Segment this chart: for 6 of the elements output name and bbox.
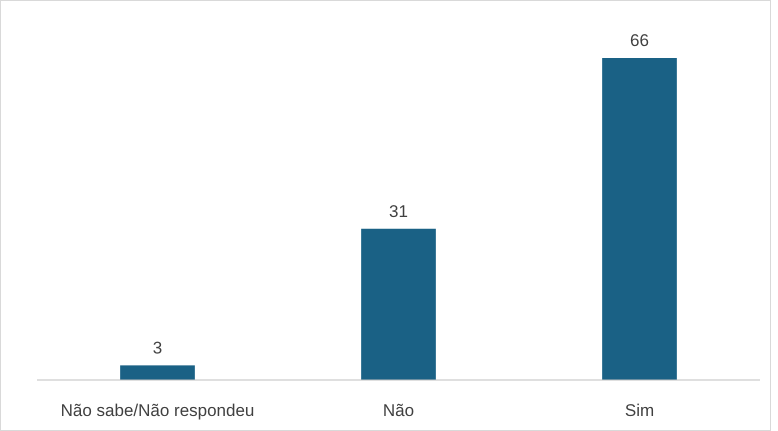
data-label: 66 [630, 31, 649, 50]
x-tick-label: Sim [624, 401, 654, 420]
data-label: 3 [152, 338, 162, 358]
x-tick-label: Não sabe/Não respondeu [60, 401, 254, 420]
x-tick-label: Não [382, 401, 414, 420]
data-label: 31 [389, 202, 408, 221]
